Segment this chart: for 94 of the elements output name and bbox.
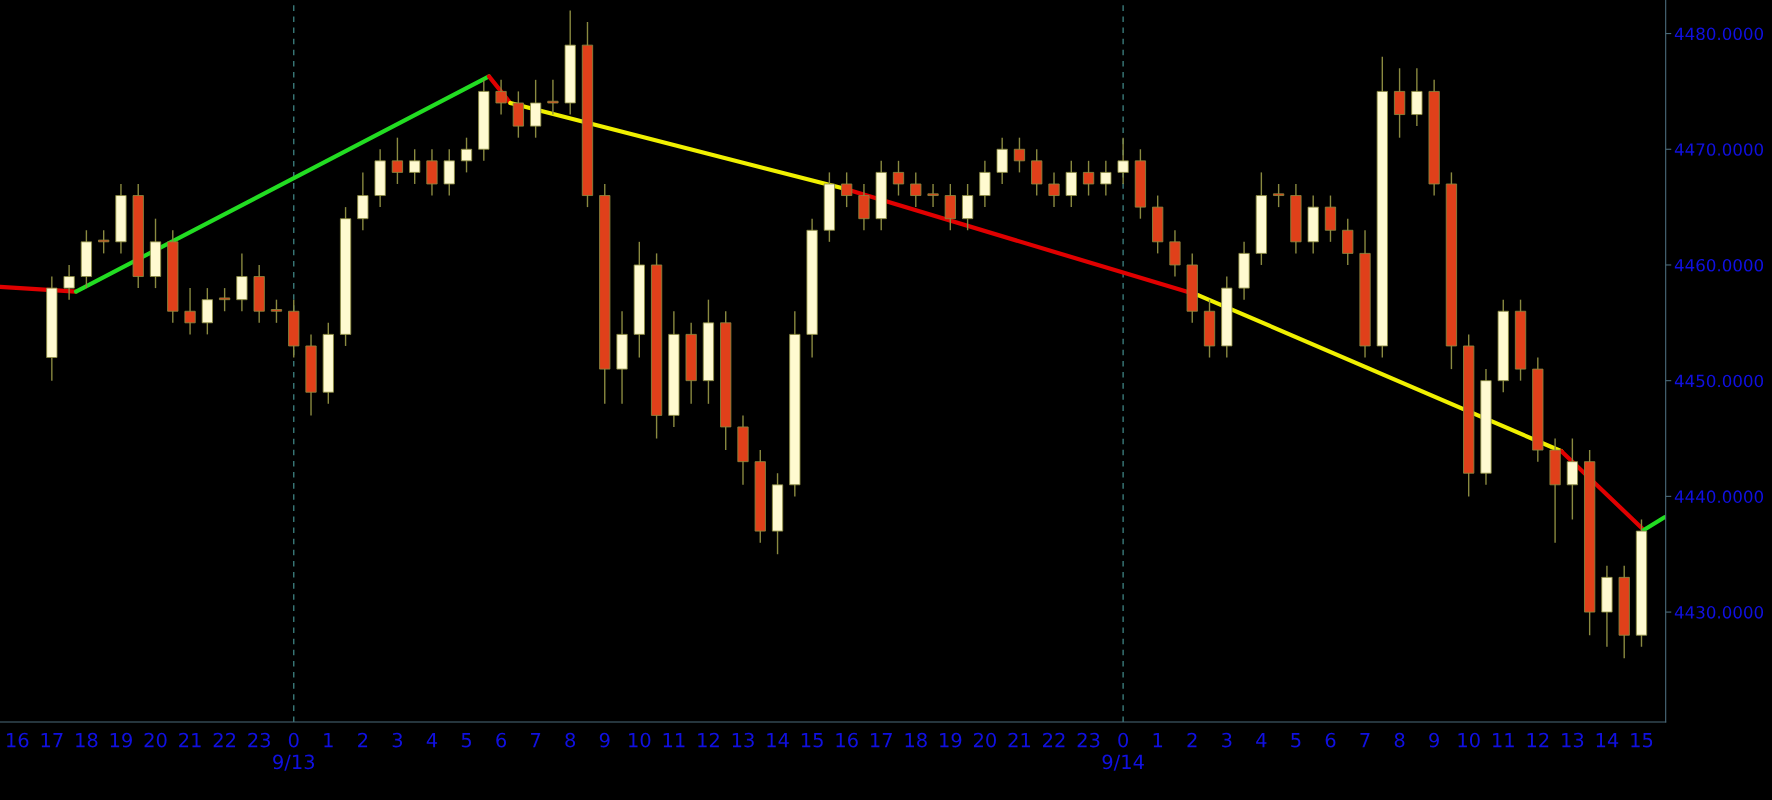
candlestick: [547, 79, 559, 116]
x-tick-label: 0 9/14: [1102, 732, 1144, 771]
x-tick-label: 19: [940, 732, 962, 748]
candlestick: [357, 171, 369, 231]
candlestick: [63, 264, 75, 301]
candlestick: [892, 160, 905, 197]
candlestick: [996, 136, 1008, 185]
x-tick-label: 14: [1596, 733, 1619, 748]
x-tick-label: 22: [213, 732, 236, 748]
candlestick: [460, 136, 473, 174]
y-tick-label: 4430.0000: [1674, 606, 1764, 619]
candlestick: [391, 136, 404, 185]
x-tick-label: 5: [461, 733, 472, 748]
candlestick: [1273, 183, 1285, 208]
x-tick-label: 5: [1291, 733, 1301, 748]
x-tick-label: 8: [565, 732, 576, 748]
x-tick-label: 11: [663, 733, 685, 748]
candlestick: [944, 183, 956, 231]
candlestick: [409, 148, 421, 185]
x-tick-label: 2: [358, 732, 368, 748]
x-tick-label: 6: [496, 732, 507, 748]
x-tick-label: 15: [801, 733, 823, 748]
x-tick-label: 16: [836, 732, 858, 748]
candlestick: [1566, 437, 1578, 521]
y-tick-label: 4480.0000: [1674, 27, 1764, 41]
candlestick: [270, 298, 283, 324]
candlestick: [979, 160, 991, 208]
candlestick: [443, 148, 455, 197]
x-tick-label: 14: [767, 733, 789, 748]
x-tick-label: 2: [1187, 732, 1197, 748]
candlestick: [1031, 148, 1043, 197]
x-tick-label: 17: [870, 733, 892, 748]
x-tick-label: 6: [1325, 732, 1336, 748]
x-tick-label: 20: [973, 732, 996, 748]
candlestick: [201, 287, 213, 336]
x-tick-label: 21: [179, 732, 201, 748]
x-tick-label: 12: [1527, 732, 1549, 748]
candlestick: [841, 171, 853, 208]
candlestick: [1393, 67, 1406, 139]
x-tick-label: 17: [41, 733, 63, 748]
x-tick-label: 12: [698, 732, 719, 748]
x-tick-label: 3: [392, 732, 403, 748]
y-tick-label: 4440.0000: [1674, 490, 1764, 503]
x-tick-label: 9: [599, 732, 610, 748]
x-tick-label: 8: [1394, 732, 1405, 748]
x-tick-label: 9: [1429, 732, 1439, 748]
candlestick: [858, 183, 870, 231]
x-tick-label: 13: [732, 732, 754, 748]
candlestick: [495, 79, 507, 116]
candlestick: [184, 287, 196, 336]
x-tick-label: 3: [1222, 732, 1232, 748]
x-tick-label: 7: [531, 733, 541, 748]
x-tick-label: 11: [1493, 733, 1514, 748]
x-tick-label: 22: [1043, 732, 1065, 748]
candlestick: [1048, 171, 1060, 208]
x-tick-label: 19: [110, 732, 132, 748]
x-tick-label: 18: [76, 732, 98, 748]
candlestick: [426, 148, 438, 197]
x-tick-label: 23: [248, 732, 270, 748]
candlestick: [1100, 160, 1112, 197]
candlestick: [530, 79, 542, 139]
candlestick: [219, 287, 231, 312]
candlestick: [1065, 160, 1077, 208]
candlestick: [1411, 67, 1423, 127]
candlestick: [1013, 136, 1026, 174]
x-tick-label: 23: [1077, 732, 1100, 748]
x-tick-label: 18: [905, 732, 927, 748]
x-tick-label: 1: [324, 733, 333, 748]
candlestick: [1082, 160, 1095, 197]
x-tick-label: 16: [7, 732, 29, 748]
x-tick-label: 4: [426, 733, 438, 748]
candlestick: [1117, 136, 1129, 185]
candlestick: [910, 171, 922, 208]
candlestick: [927, 183, 939, 208]
x-tick-label: 7: [1360, 733, 1370, 748]
candlestick: [1324, 194, 1337, 243]
candlestick: [512, 90, 524, 139]
x-tick-label: 20: [144, 732, 167, 748]
x-tick-label: 21: [1008, 732, 1031, 748]
y-tick-label: 4470.0000: [1674, 143, 1764, 156]
x-tick-label: 1: [1153, 733, 1163, 748]
candlestick: [962, 183, 974, 231]
y-tick-label: 4460.0000: [1674, 258, 1764, 272]
x-tick-label: 10: [629, 732, 651, 748]
x-tick-label: 13: [1562, 732, 1584, 748]
candlestick: [1342, 217, 1354, 266]
x-tick-label: 0 9/13: [273, 732, 315, 771]
x-tick-label: 4: [1256, 733, 1267, 748]
x-tick-label: 15: [1631, 733, 1653, 748]
candlestick: [1169, 229, 1181, 278]
candlestick: [98, 229, 110, 255]
y-tick-label: 4450.0000: [1674, 374, 1764, 388]
candlestick: [236, 252, 248, 312]
x-tick-label: 10: [1458, 732, 1480, 748]
